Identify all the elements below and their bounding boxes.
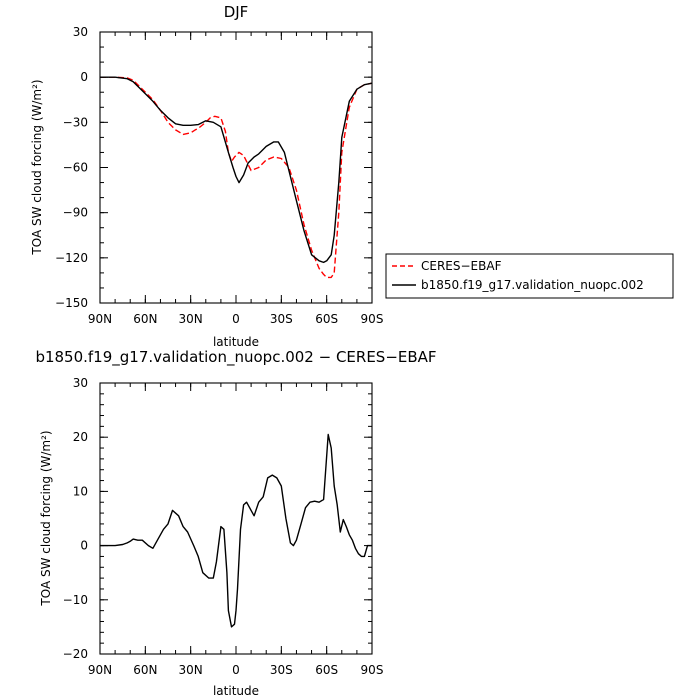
y-tick-label: 10 [73,484,88,498]
y-tick-label: −30 [63,115,88,129]
x-tick-label: 60S [315,663,338,677]
y-tick-label: −90 [63,206,88,220]
x-tick-label: 90S [361,312,384,326]
x-tick-label: 60S [315,312,338,326]
legend-label-ceres: CERES−EBAF [421,259,502,273]
y-tick-label: 0 [80,539,88,553]
x-tick-label: 60N [133,663,157,677]
x-tick-label: 0 [232,312,240,326]
legend: CERES−EBAF b1850.f19_g17.validation_nuop… [385,253,674,299]
bottom-y-axis-label: TOA SW cloud forcing (W/m²) [39,430,53,606]
x-tick-label: 30N [179,663,203,677]
legend-box [385,253,674,299]
bottom-panel-title: b1850.f19_g17.validation_nuopc.002 − CER… [35,348,436,367]
x-tick-label: 90N [88,663,112,677]
y-tick-label: 20 [73,430,88,444]
y-tick-label: −10 [63,593,88,607]
y-tick-label: −20 [63,647,88,661]
bottom-panel: b1850.f19_g17.validation_nuopc.002 − CER… [35,348,436,698]
x-tick-label: 90S [361,663,384,677]
top-x-axis-label: latitude [213,335,259,349]
x-tick-label: 30N [179,312,203,326]
y-tick-label: −150 [55,296,88,310]
x-tick-label: 90N [88,312,112,326]
y-tick-label: −120 [55,251,88,265]
bottom-series-line-0 [100,433,372,628]
top-panel-title: DJF [224,3,249,21]
bottom-x-axis-label: latitude [213,684,259,698]
x-tick-label: 60N [133,312,157,326]
x-tick-label: 30S [270,312,293,326]
x-tick-label: 0 [232,663,240,677]
y-tick-label: 30 [73,25,88,39]
y-tick-label: 0 [80,70,88,84]
y-tick-label: −60 [63,161,88,175]
x-tick-label: 30S [270,663,293,677]
legend-label-model: b1850.f19_g17.validation_nuopc.002 [421,278,644,292]
top-series-line-1 [100,76,373,264]
top-y-axis-label: TOA SW cloud forcing (W/m²) [30,79,44,255]
top-plot-frame [99,31,373,304]
y-tick-label: 30 [73,376,88,390]
top-series-line-0 [100,76,373,279]
